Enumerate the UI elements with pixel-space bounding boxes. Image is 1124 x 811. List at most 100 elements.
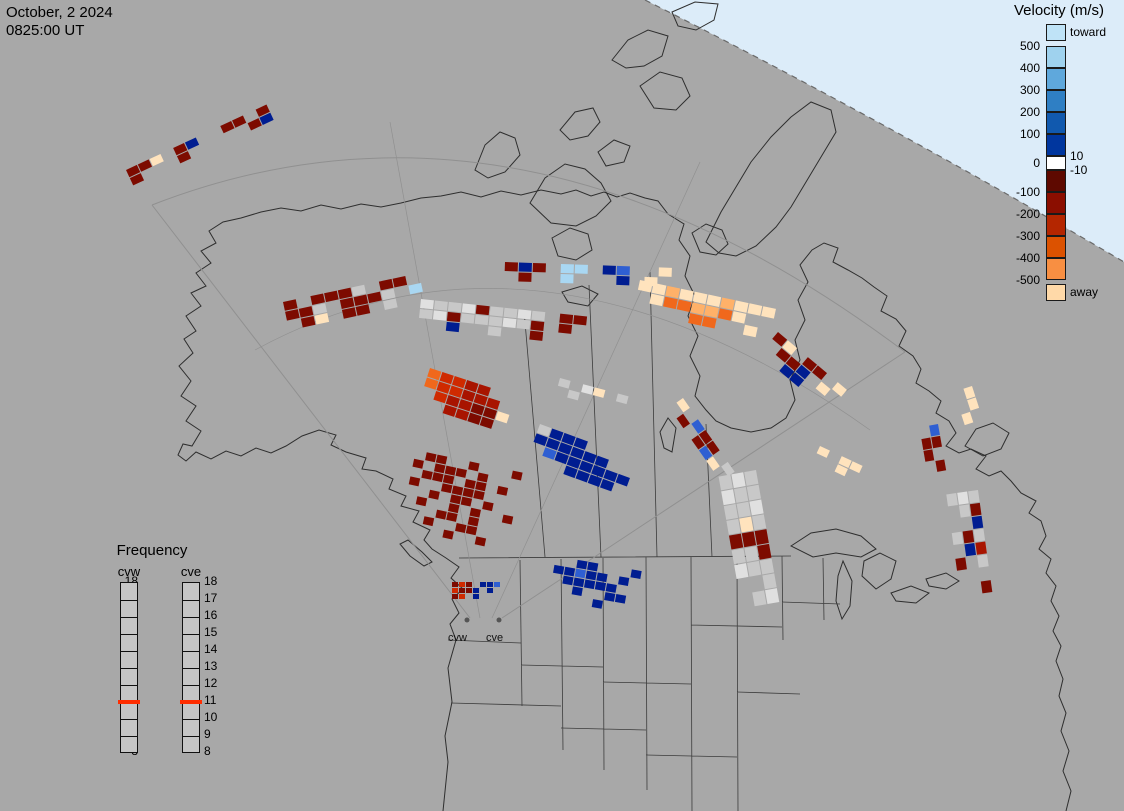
velocity-cells-layer (126, 104, 993, 609)
colorbar-tick-label: 10 (1070, 149, 1084, 163)
frequency-tick-label: 13 (204, 659, 218, 673)
time-text: 0825:00 UT (6, 22, 85, 39)
frequency-ticks-right: 18 17 16 15 14 13 12 11 10 9 8 (204, 575, 228, 758)
colorbar-title: Velocity (m/s) (1013, 2, 1104, 19)
frequency-cell (121, 702, 137, 719)
coastline-outline (177, 1, 1072, 811)
colorbar-tick-label: away (1070, 285, 1099, 299)
frequency-tick-label: 9 (204, 727, 211, 741)
frequency-tick-label: 15 (204, 625, 218, 639)
colorbar-left-ticks: 500 400 300 200 100 0 -100 -200 -300 -400 -500 (994, 24, 1042, 308)
colorbar-segment (1046, 68, 1066, 90)
colorbar-tick-label: 300 (1019, 83, 1040, 97)
frequency-cell (121, 719, 137, 736)
cell-band (504, 262, 672, 287)
frequency-tick-label: 14 (204, 642, 218, 656)
cell-band (283, 276, 423, 328)
cell-band (676, 398, 735, 477)
frequency-column-headers: cvw cve (86, 564, 218, 580)
frequency-tick-label: 16 (204, 608, 218, 622)
frequency-tick-label: 17 (204, 591, 218, 605)
cell-band (126, 104, 274, 186)
frequency-tick-label: 8 (204, 744, 211, 758)
cell-band (408, 452, 523, 547)
frequency-cell (183, 719, 199, 736)
state-borders (447, 271, 841, 811)
colorbar-segment (1046, 24, 1066, 41)
cell-band (718, 470, 780, 607)
frequency-cell (183, 651, 199, 668)
frequency-active-marker (118, 700, 140, 704)
frequency-tick-label: 11 (204, 693, 217, 707)
frequency-title: Frequency (116, 542, 188, 559)
frequency-cell (183, 685, 199, 702)
colorbar-tick-label: 500 (1019, 39, 1040, 53)
cell-band (637, 280, 776, 338)
cell-band (921, 424, 947, 472)
cell-band (553, 559, 642, 609)
velocity-colorbar: Velocity (m/s) 500 400 300 200 100 0 -100 -200 -… (994, 2, 1124, 308)
colorbar-segment (1046, 46, 1066, 68)
frequency-cell (121, 685, 137, 702)
frequency-cell (121, 736, 137, 753)
frequency-bar-cve (180, 582, 202, 753)
colorbar-segment (1046, 156, 1066, 170)
frequency-tick-label: 10 (204, 710, 218, 724)
frequency-tick-label: 12 (204, 676, 218, 690)
cell-band (557, 378, 629, 405)
radar-site-cve (496, 617, 502, 623)
colorbar-body: 500 400 300 200 100 0 -100 -200 -300 -400 -500 tow… (994, 24, 1124, 308)
cell-band (816, 446, 863, 477)
colorbar-tick-label: -300 (1015, 229, 1040, 243)
radar-site-cvw (464, 617, 470, 623)
colorbar-segment (1046, 134, 1066, 156)
radar-site-markers (464, 617, 502, 623)
colorbar-segment (1046, 214, 1066, 236)
colorbar-tick-label: 0 (1033, 156, 1040, 170)
colorbar-scale (1046, 24, 1066, 301)
frequency-col-cvw-label: cvw (117, 564, 141, 579)
radar-label-cvw: cvw (448, 632, 467, 644)
cell-band (452, 582, 500, 599)
frequency-cell (183, 702, 199, 719)
cell-band (772, 332, 847, 397)
frequency-bar-cvw (118, 582, 140, 753)
colorbar-tick-label: toward (1070, 25, 1107, 39)
frequency-tick-label: 18 (204, 574, 218, 588)
frequency-cell (121, 668, 137, 685)
colorbar-tick-label: -500 (1015, 273, 1040, 287)
frequency-cell (121, 634, 137, 651)
frequency-col-cve-label: cve (180, 564, 202, 579)
colorbar-segment (1046, 258, 1066, 280)
timestamp: October, 2 2024 0825:00 UT (6, 4, 113, 40)
colorbar-tick-label: 100 (1019, 127, 1040, 141)
frequency-cell (183, 583, 199, 600)
colorbar-segment (1046, 112, 1066, 134)
colorbar-segment (1046, 170, 1066, 192)
frequency-cell (183, 617, 199, 634)
terminator-line (644, 0, 1124, 263)
cell-band (419, 299, 588, 341)
frequency-cell (121, 617, 137, 634)
frequency-cell (183, 634, 199, 651)
cell-band (424, 368, 510, 429)
colorbar-tick-label: 200 (1019, 105, 1040, 119)
date-text: October, 2 2024 (6, 4, 113, 21)
radar-label-cve: cve (486, 632, 504, 644)
colorbar-right-ticks: toward 10 -10 away (1070, 24, 1122, 308)
colorbar-segment (1046, 236, 1066, 258)
colorbar-segment (1046, 192, 1066, 214)
frequency-cell (121, 651, 137, 668)
cell-band (961, 386, 980, 426)
frequency-cell (121, 600, 137, 617)
frequency-cell (183, 600, 199, 617)
island-outlines (399, 1, 1010, 567)
cell-band (533, 424, 630, 492)
colorbar-segment (1046, 284, 1066, 301)
cell-band (946, 490, 993, 594)
colorbar-tick-label: -200 (1015, 207, 1040, 221)
